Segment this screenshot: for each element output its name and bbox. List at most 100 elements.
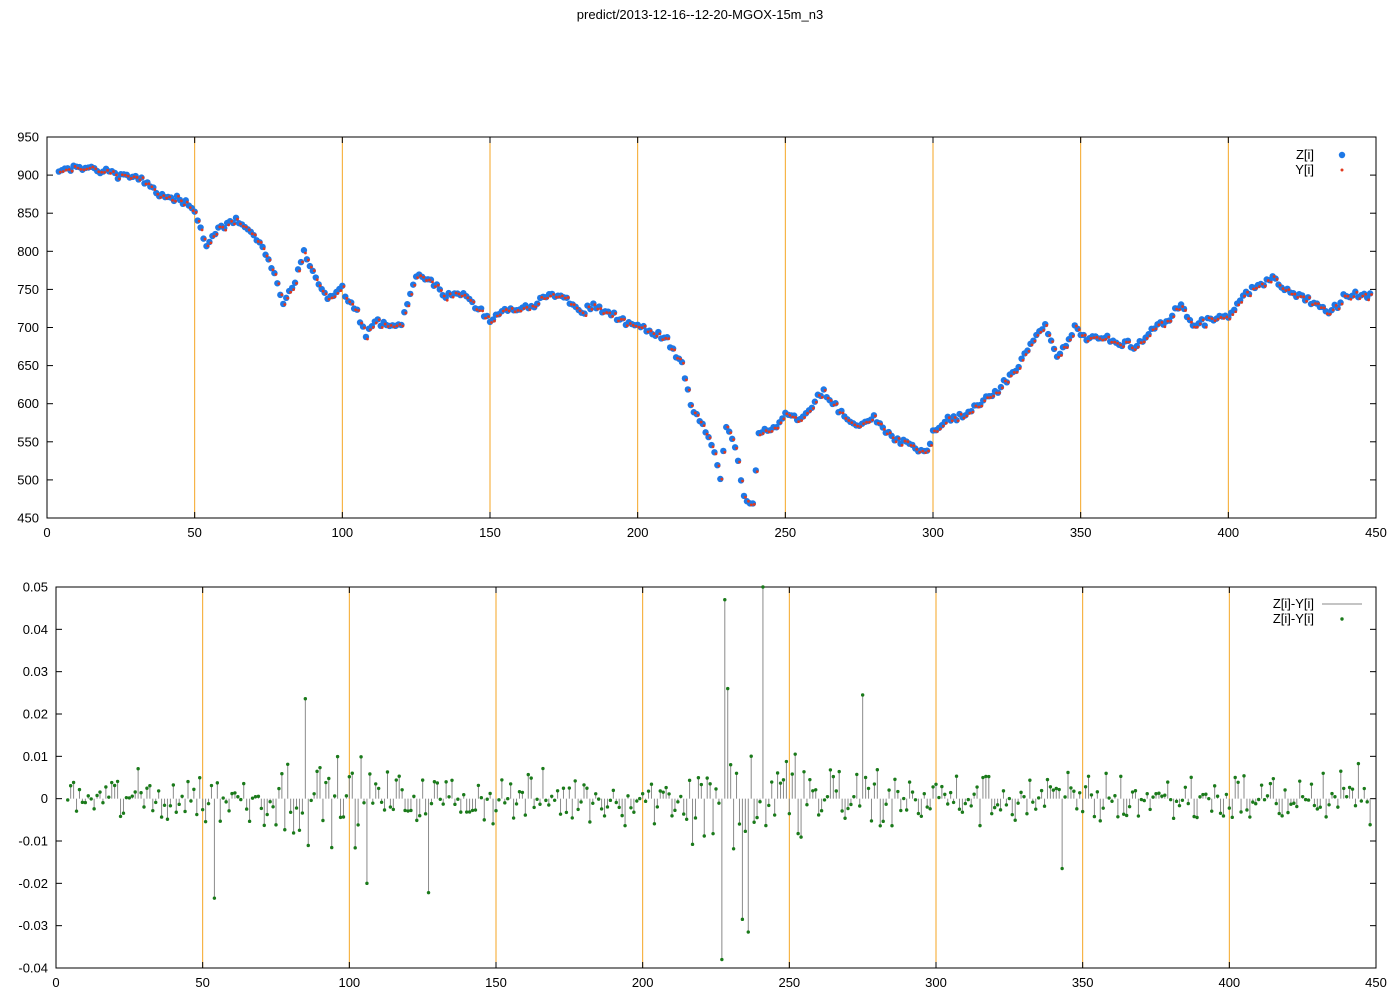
diff-point	[708, 782, 712, 786]
diff-point	[664, 785, 668, 790]
diff-point	[503, 801, 507, 805]
y-point	[850, 421, 854, 424]
y-tick-label: 700	[17, 320, 39, 335]
diff-point	[702, 834, 706, 838]
diff-point	[1124, 813, 1129, 818]
diff-point	[1022, 794, 1026, 799]
y-point	[1225, 315, 1229, 319]
diff-point	[723, 598, 727, 602]
y-tick-label: 500	[17, 472, 39, 487]
y-point	[120, 173, 124, 177]
y-point	[1133, 348, 1137, 352]
y-point	[309, 265, 313, 269]
diff-point	[1139, 797, 1144, 802]
y-point	[640, 326, 644, 330]
diff-point	[388, 805, 393, 809]
diff-point	[931, 785, 935, 789]
diff-point	[538, 802, 542, 806]
y-point	[1213, 319, 1217, 323]
diff-point	[614, 800, 618, 805]
y-point	[1181, 305, 1184, 308]
y-point	[575, 306, 579, 310]
y-point	[652, 332, 656, 336]
diff-point	[1212, 784, 1217, 788]
diff-point	[775, 771, 780, 775]
diff-point	[640, 792, 645, 796]
y-point	[298, 269, 301, 273]
y-point	[1066, 346, 1069, 349]
y-point	[676, 356, 679, 360]
diff-point	[1048, 785, 1053, 789]
diff-point	[139, 791, 143, 795]
y-point	[180, 199, 183, 203]
diff-point	[180, 794, 184, 798]
diff-point	[265, 812, 269, 817]
diff-point	[247, 819, 252, 824]
diff-point	[1174, 799, 1179, 804]
diff-point	[250, 796, 255, 800]
y-point	[1145, 336, 1149, 340]
y-point	[658, 332, 662, 336]
y-point	[944, 421, 948, 425]
diff-point	[1042, 804, 1047, 808]
y-point	[555, 295, 558, 299]
diff-point	[1001, 789, 1006, 793]
x-tick-label: 350	[1070, 525, 1092, 540]
y-point	[699, 420, 703, 424]
diff-point	[699, 782, 704, 787]
y-point	[1263, 284, 1267, 288]
y-point	[1083, 333, 1087, 337]
diff-point	[142, 805, 146, 809]
y-point	[1255, 286, 1258, 290]
diff-point	[1101, 806, 1105, 810]
y-point	[1057, 355, 1060, 359]
y-point	[203, 237, 207, 241]
diff-point	[995, 803, 1000, 807]
diff-point	[500, 778, 504, 782]
diff-point	[318, 765, 322, 770]
diff-point	[488, 791, 492, 796]
y-point	[1119, 343, 1122, 347]
diff-point	[1098, 819, 1102, 823]
y-point	[1098, 337, 1102, 341]
y-point	[106, 168, 109, 172]
diff-point	[297, 828, 302, 832]
diff-point	[1292, 801, 1296, 805]
y-point	[1113, 340, 1117, 344]
diff-point	[244, 807, 249, 811]
y-point	[351, 302, 355, 306]
y-point	[1207, 316, 1211, 320]
diff-point	[1239, 810, 1243, 814]
diff-point	[262, 823, 266, 828]
diff-point	[594, 792, 598, 796]
diff-point	[1339, 769, 1343, 773]
y-point	[1284, 289, 1288, 292]
y-point	[885, 432, 889, 436]
y-point	[504, 308, 508, 311]
y-point	[280, 293, 284, 297]
y-point	[73, 165, 77, 168]
y-point	[888, 431, 892, 435]
y-point	[1154, 327, 1158, 331]
y-point	[596, 307, 600, 311]
y-point	[1148, 334, 1152, 338]
y-point	[1074, 324, 1078, 328]
y-point	[986, 396, 990, 400]
y-point	[1071, 334, 1075, 338]
y-point	[1139, 341, 1143, 345]
y-point	[1172, 315, 1176, 319]
y-point	[862, 422, 866, 425]
diff-point	[1189, 775, 1193, 780]
diff-point	[808, 777, 812, 782]
diff-point	[1066, 770, 1070, 775]
diff-point	[951, 800, 956, 805]
diff-point	[544, 798, 548, 803]
y-point	[770, 429, 774, 433]
diff-point	[1025, 811, 1029, 816]
y-point	[392, 325, 396, 329]
y-point	[135, 175, 139, 179]
diff-point	[910, 790, 915, 794]
y-point	[1246, 290, 1249, 294]
diff-point	[731, 847, 736, 851]
